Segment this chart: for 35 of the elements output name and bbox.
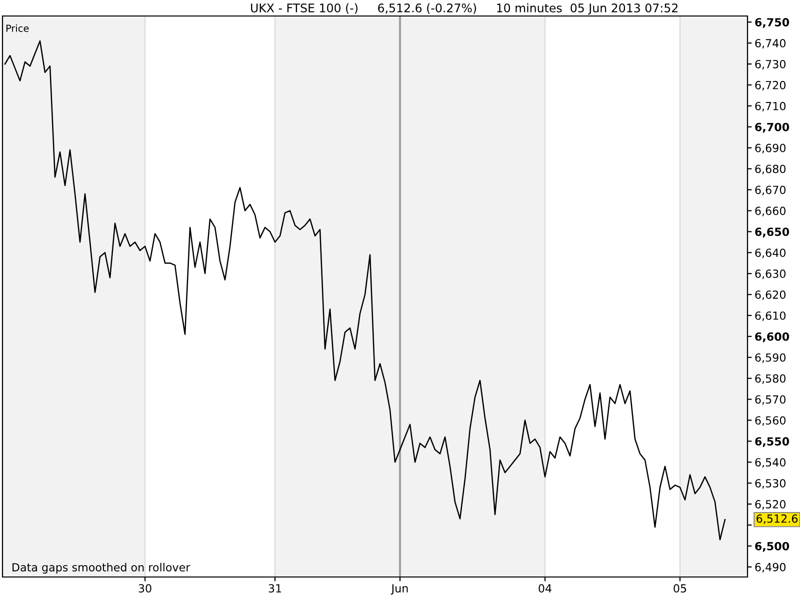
y-tick-label: 6,560	[755, 416, 786, 426]
y-tick-label: 6,710	[755, 102, 786, 112]
y-tick-label: 6,700	[755, 122, 790, 133]
x-tick-label: Jun	[390, 584, 408, 595]
y-tick-label: 6,740	[755, 39, 786, 49]
y-tick-label: 6,670	[755, 186, 786, 196]
annotation: Data gaps smoothed on rollover	[12, 562, 190, 574]
x-tick-label: 04	[538, 584, 552, 593]
x-tick-label: 30	[138, 584, 152, 593]
y-tick-label: 6,720	[755, 80, 786, 90]
y-tick-label: 6,540	[755, 458, 786, 468]
y-tick-label: 6,680	[755, 164, 786, 174]
y-tick-label: 6,500	[755, 542, 790, 552]
y-tick-label: 6,750	[755, 18, 790, 28]
y-tick-label: 6,530	[755, 479, 786, 489]
y-tick-label: 6,600	[755, 332, 790, 342]
y-tick-label: 6,620	[755, 290, 786, 300]
chart-title: UKX - FTSE 100 (-) 6,512.6 (-0.27%) 10 minutes 05 Jun 2013 07:52	[251, 3, 678, 15]
y-tick-label: 6,730	[755, 60, 786, 70]
y-tick-label: 6,630	[755, 270, 786, 280]
y-tick-label: 6,610	[755, 311, 786, 321]
y-tick-label: 6,570	[755, 395, 786, 405]
y-tick-label: 6,690	[755, 144, 786, 154]
y-tick-label: 6,520	[755, 500, 786, 510]
x-tick-label: 05	[674, 584, 686, 593]
y-tick-label: 6,640	[755, 248, 786, 258]
y-tick-label: 6,660	[755, 206, 786, 216]
y-tick-label: 6,550	[755, 437, 790, 448]
y-axis-title: Price	[6, 24, 29, 32]
y-tick-label: 6,580	[755, 374, 786, 384]
y-tick-label: 6,590	[755, 353, 786, 363]
text: 6,512.6	[756, 514, 798, 524]
x-tick-label: 31	[268, 584, 282, 593]
y-tick-label: 6,650	[755, 228, 790, 238]
y-tick-label: 6,490	[755, 562, 786, 572]
